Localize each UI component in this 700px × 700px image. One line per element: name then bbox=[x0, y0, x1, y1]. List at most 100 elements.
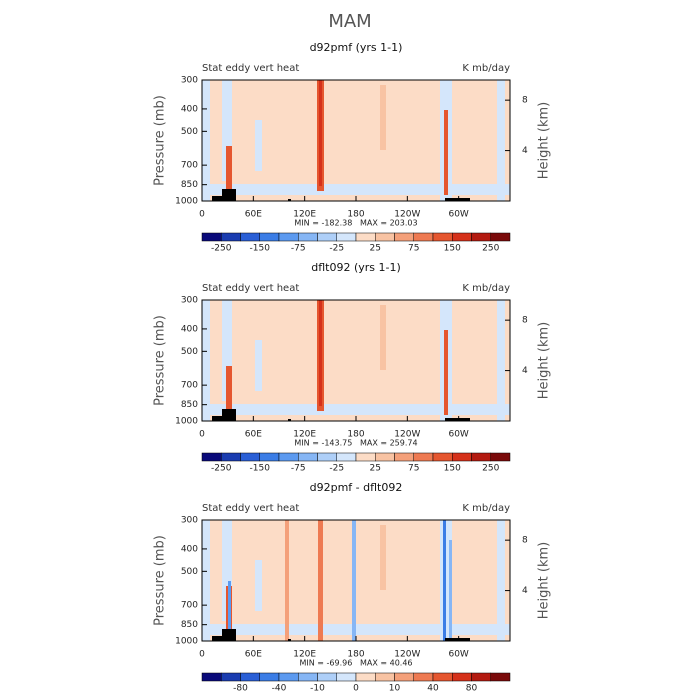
contour-fill bbox=[222, 80, 232, 181]
topography bbox=[445, 418, 470, 421]
y2-tick-label: 4 bbox=[522, 146, 528, 156]
colorbar-box bbox=[259, 232, 280, 242]
y2-axis-title: Height (km) bbox=[537, 322, 552, 399]
colorbar-label: 25 bbox=[370, 464, 381, 474]
y-tick-label: 1000 bbox=[175, 197, 198, 207]
colorbar-box bbox=[240, 672, 260, 682]
colorbar-box bbox=[375, 452, 395, 462]
y-axis-title: Pressure (mb) bbox=[153, 95, 168, 186]
colorbar-box bbox=[471, 452, 491, 462]
contour-fill bbox=[226, 366, 232, 413]
y2-tick-label: 4 bbox=[522, 366, 528, 376]
colorbar-box bbox=[394, 232, 414, 242]
contour-fill bbox=[255, 560, 262, 611]
y2-axis-title: Height (km) bbox=[537, 102, 552, 179]
contour-fill bbox=[222, 300, 232, 401]
y-tick-label: 400 bbox=[181, 544, 198, 554]
y-tick-label: 700 bbox=[181, 381, 198, 391]
colorbar-box bbox=[278, 452, 299, 462]
y-tick-label: 1000 bbox=[175, 417, 198, 427]
x-tick-label: 120E bbox=[293, 430, 316, 440]
colorbar-box bbox=[490, 232, 511, 242]
right-label: K mb/day bbox=[462, 63, 510, 74]
colorbar-box bbox=[413, 452, 434, 462]
contour-fill bbox=[444, 110, 448, 195]
colorbar-box bbox=[355, 452, 376, 462]
y-tick-label: 400 bbox=[181, 324, 198, 334]
left-label: Stat eddy vert heat bbox=[202, 283, 299, 294]
colorbar-box bbox=[259, 672, 280, 682]
contour-fill bbox=[497, 80, 505, 201]
x-tick-label: 60W bbox=[448, 210, 468, 220]
y-tick-label: 700 bbox=[181, 601, 198, 611]
colorbar-box bbox=[432, 672, 453, 682]
colorbar-box bbox=[471, 672, 491, 682]
colorbar-box bbox=[221, 452, 241, 462]
colorbar-box bbox=[298, 232, 318, 242]
contour-fill bbox=[202, 80, 210, 201]
colorbar-box bbox=[317, 452, 337, 462]
right-label: K mb/day bbox=[462, 503, 510, 514]
x-tick-label: 0 bbox=[199, 430, 205, 440]
contour-fill bbox=[449, 540, 452, 641]
y-tick-label: 850 bbox=[181, 180, 198, 190]
contour-fill bbox=[202, 80, 510, 201]
topography bbox=[288, 199, 291, 201]
colorbar-label: 75 bbox=[408, 464, 419, 474]
x-tick-label: 60E bbox=[245, 430, 262, 440]
colorbar-box bbox=[201, 232, 222, 242]
contour-fill bbox=[228, 581, 231, 631]
x-tick-label: 180 bbox=[347, 430, 364, 440]
colorbar-label: -25 bbox=[329, 244, 344, 254]
contour-fill bbox=[285, 520, 289, 641]
contour-fill bbox=[202, 404, 510, 415]
min-max-label: MIN = -182.38 MAX = 203.03 bbox=[294, 219, 417, 228]
colorbar-box bbox=[336, 672, 357, 682]
x-tick-label: 60E bbox=[245, 650, 262, 660]
contour-fill bbox=[380, 525, 386, 590]
colorbar-box bbox=[201, 672, 222, 682]
y-tick-label: 300 bbox=[181, 296, 198, 306]
colorbar-box bbox=[375, 672, 395, 682]
y2-tick-label: 4 bbox=[522, 586, 528, 596]
colorbar-label: 250 bbox=[482, 244, 499, 254]
topography bbox=[445, 638, 470, 641]
colorbar-label: 10 bbox=[389, 684, 401, 694]
colorbar-label: 40 bbox=[427, 684, 439, 694]
colorbar-box bbox=[317, 672, 337, 682]
x-tick-label: 120E bbox=[293, 210, 316, 220]
y-axis-title: Pressure (mb) bbox=[153, 315, 168, 406]
y-tick-label: 700 bbox=[181, 161, 198, 171]
contour-fill bbox=[497, 520, 505, 641]
y2-axis-title: Height (km) bbox=[537, 542, 552, 619]
colorbar-box bbox=[298, 672, 318, 682]
contour-fill bbox=[202, 184, 510, 195]
colorbar-box bbox=[201, 452, 222, 462]
colorbar-box bbox=[452, 672, 472, 682]
x-tick-label: 120W bbox=[394, 210, 420, 220]
contour-fill bbox=[202, 520, 210, 641]
colorbar-label: -250 bbox=[211, 244, 232, 254]
colorbar-box bbox=[336, 452, 357, 462]
topography bbox=[222, 629, 236, 641]
colorbar-box bbox=[221, 232, 241, 242]
colorbar-label: 150 bbox=[444, 464, 461, 474]
colorbar-box bbox=[317, 232, 337, 242]
colorbar-box bbox=[355, 672, 376, 682]
y-tick-label: 500 bbox=[181, 127, 198, 137]
y-tick-label: 1000 bbox=[175, 637, 198, 647]
contour-fill bbox=[318, 520, 323, 641]
y-tick-label: 500 bbox=[181, 347, 198, 357]
y2-tick-label: 8 bbox=[522, 536, 528, 546]
contour-fill bbox=[222, 520, 232, 621]
topography bbox=[222, 189, 236, 201]
colorbar-label: 150 bbox=[444, 244, 461, 254]
topography bbox=[445, 198, 470, 201]
colorbar-box bbox=[355, 232, 376, 242]
topography bbox=[222, 409, 236, 421]
panel-title: d92pmf - dflt092 bbox=[310, 481, 403, 494]
y2-tick-label: 8 bbox=[522, 316, 528, 326]
colorbar-box bbox=[259, 452, 280, 462]
y-tick-label: 500 bbox=[181, 567, 198, 577]
